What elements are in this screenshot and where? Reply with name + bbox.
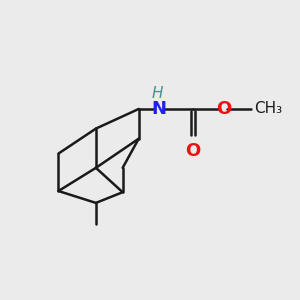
Text: N: N (152, 100, 166, 118)
Text: O: O (185, 142, 201, 160)
Text: O: O (216, 100, 231, 118)
Text: CH₃: CH₃ (254, 101, 282, 116)
Text: H: H (152, 86, 163, 101)
